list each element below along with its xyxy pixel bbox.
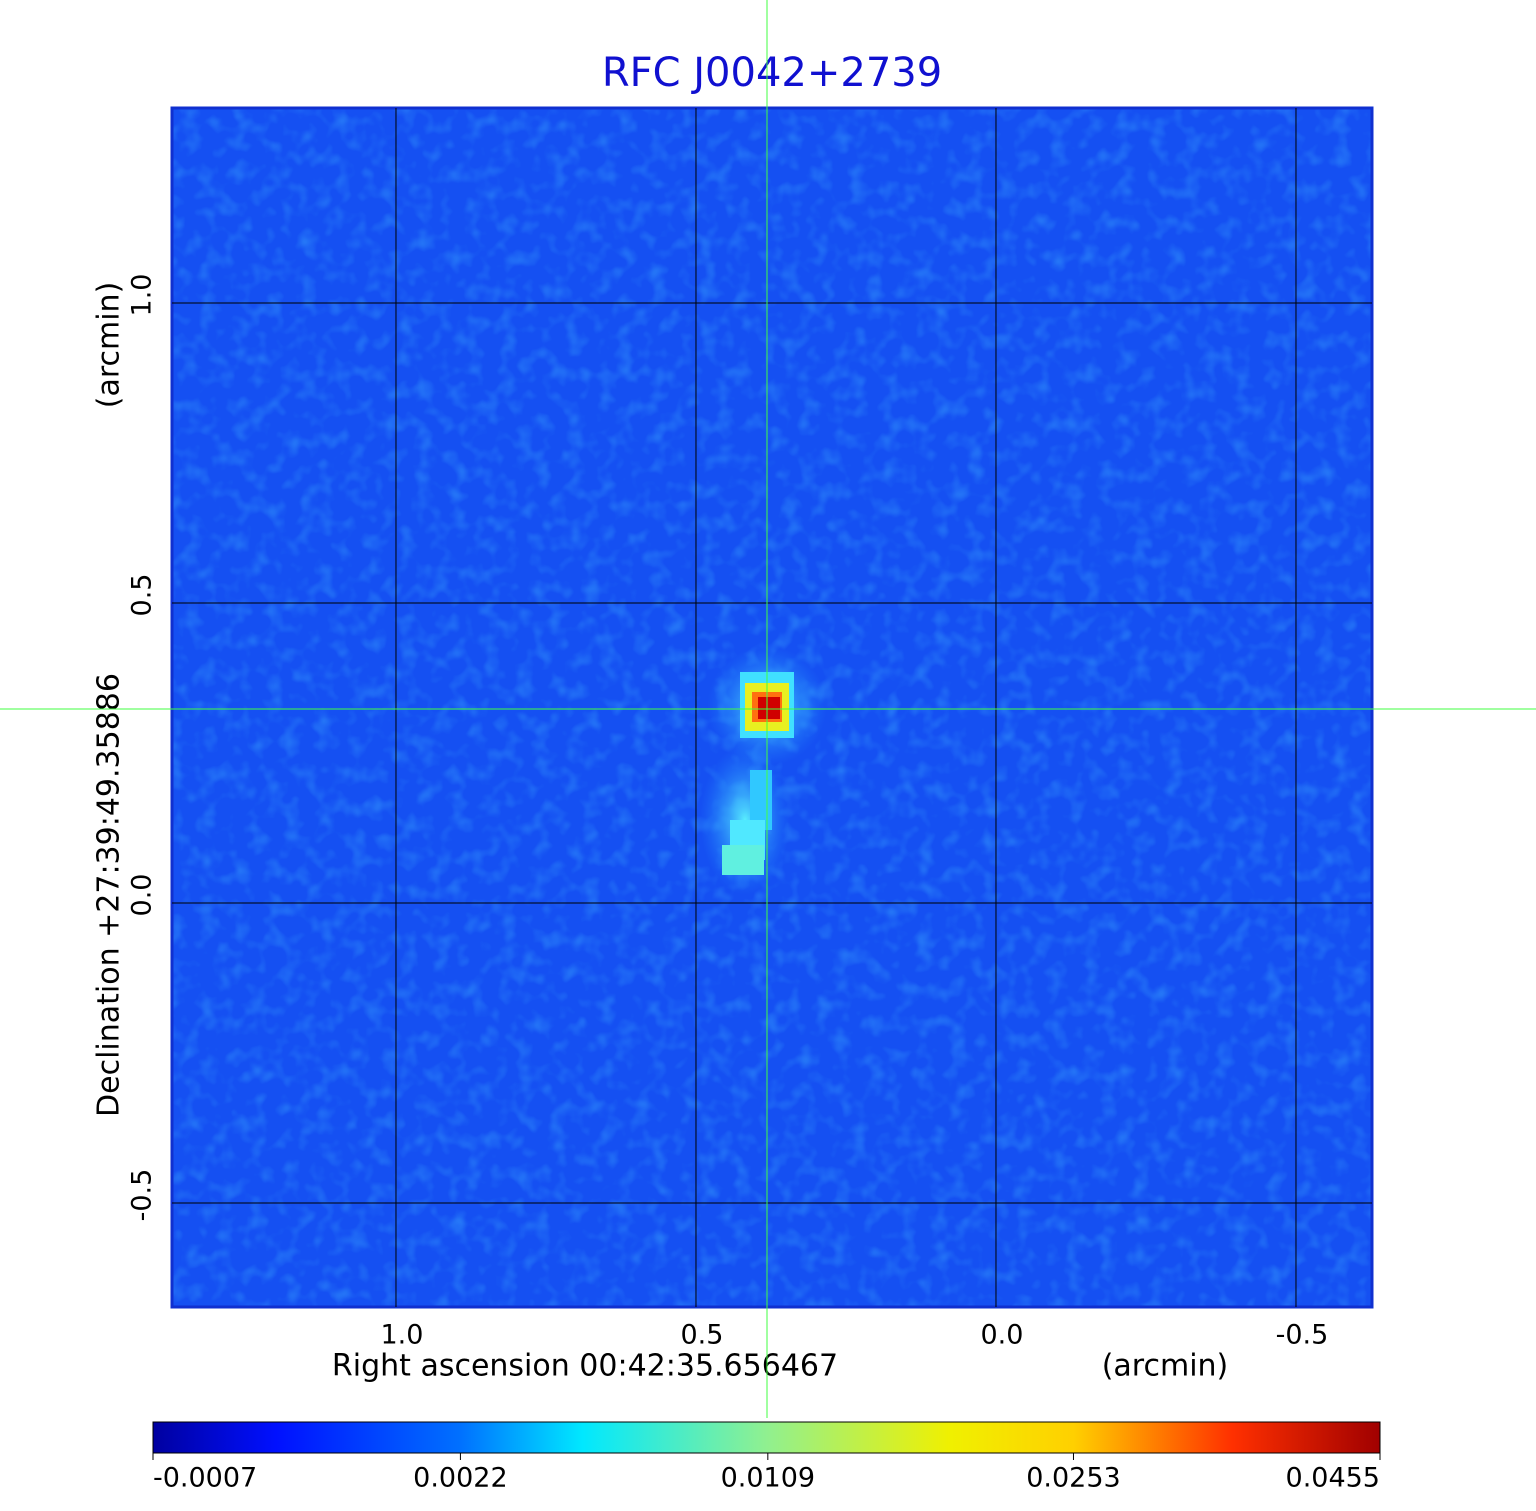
- colorbar: [152, 1421, 1381, 1454]
- colorbar-tick-label: 0.0022: [413, 1463, 507, 1494]
- x-tick-label: -0.5: [1276, 1320, 1329, 1351]
- x-axis-label: Right ascension 00:42:35.656467: [332, 1349, 838, 1384]
- colorbar-tick-label: 0.0455: [1286, 1463, 1380, 1494]
- core-pixels: [758, 697, 780, 719]
- y-tick-label: 1.0: [127, 274, 158, 317]
- x-axis-unit: (arcmin): [1102, 1349, 1229, 1384]
- sky-image: [170, 106, 1374, 1309]
- jet-pixels: [722, 845, 764, 875]
- x-tick-label: 0.0: [981, 1320, 1024, 1351]
- colorbar-tick-label: 0.0109: [721, 1463, 815, 1494]
- x-tick-label: 1.0: [381, 1320, 424, 1351]
- plot-frame: [170, 106, 1374, 1309]
- y-tick-label: 0.5: [127, 574, 158, 617]
- y-axis-label: Declination +27:39:49.35886: [92, 673, 127, 1117]
- x-tick-label: 0.5: [681, 1320, 724, 1351]
- chart-title: RFC J0042+2739: [602, 50, 942, 96]
- y-axis-unit: (arcmin): [92, 282, 127, 409]
- colorbar-tick-label: 0.0253: [1026, 1463, 1120, 1494]
- y-tick-label: -0.5: [127, 1169, 158, 1222]
- y-tick-label: 0.0: [127, 874, 158, 917]
- colorbar-tick-label: -0.0007: [153, 1463, 257, 1494]
